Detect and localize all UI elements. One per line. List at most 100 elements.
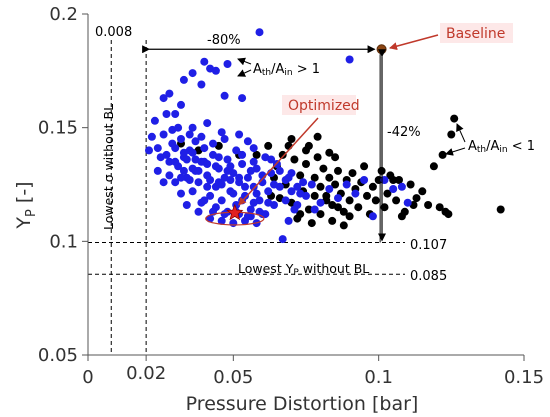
point-ratio-gt-1	[185, 130, 194, 139]
ratio-gt-1-label: Ath/Ain > 1	[253, 62, 320, 78]
point-ratio-gt-1	[229, 189, 238, 198]
point-ratio-gt-1	[179, 75, 188, 84]
point-ratio-gt-1	[243, 173, 252, 182]
point-ratio-lt-1	[325, 148, 334, 157]
point-ratio-gt-1	[174, 123, 183, 132]
point-ratio-lt-1	[395, 176, 403, 184]
optimized-arrow	[238, 117, 319, 206]
point-ratio-gt-1	[200, 57, 209, 66]
point-ratio-gt-1	[206, 191, 215, 200]
pct-42-label: -42%	[387, 125, 421, 140]
point-ratio-gt-1	[293, 182, 302, 191]
point-ratio-gt-1	[249, 157, 258, 166]
point-ratio-gt-1	[177, 189, 185, 198]
point-ratio-gt-1	[397, 182, 406, 191]
point-ratio-gt-1	[255, 28, 264, 37]
point-ratio-gt-1	[307, 180, 316, 189]
point-ratio-gt-1	[235, 173, 244, 182]
point-ratio-lt-1	[397, 212, 406, 221]
point-ratio-gt-1	[229, 219, 238, 228]
point-ratio-gt-1	[249, 198, 258, 207]
point-ratio-gt-1	[238, 94, 247, 103]
point-ratio-gt-1	[145, 146, 153, 155]
point-ratio-gt-1	[270, 180, 278, 189]
point-ratio-lt-1	[339, 207, 348, 216]
point-ratio-gt-1	[153, 166, 162, 175]
point-ratio-gt-1	[194, 207, 203, 216]
point-ratio-lt-1	[389, 176, 398, 184]
point-ratio-gt-1	[179, 148, 188, 157]
point-ratio-gt-1	[200, 144, 209, 153]
data-points	[145, 28, 505, 244]
point-ratio-gt-1	[203, 160, 212, 168]
x-tick-label: 0.1	[364, 367, 393, 388]
point-ratio-gt-1	[226, 162, 235, 171]
y-tick-label: 0.05	[38, 345, 78, 366]
point-ratio-lt-1	[435, 203, 444, 212]
baseline-label: Baseline	[446, 26, 505, 42]
pct-80-label: -80%	[207, 33, 241, 48]
point-ratio-gt-1	[165, 89, 174, 98]
point-ratio-lt-1	[278, 150, 287, 159]
point-ratio-gt-1	[296, 189, 305, 198]
ratio-gt-1-arrow-1	[237, 57, 252, 66]
lowest-sigma-label: Lowest σ without BL	[101, 104, 116, 230]
point-ratio-gt-1	[171, 157, 180, 166]
point-ratio-gt-1	[191, 137, 200, 146]
point-ratio-lt-1	[339, 221, 348, 230]
point-ratio-lt-1	[360, 162, 369, 171]
baseline-arrow	[389, 34, 439, 51]
y-axis-title: YP [-]	[13, 181, 39, 229]
point-ratio-gt-1	[220, 210, 229, 219]
point-ratio-lt-1	[334, 203, 342, 212]
point-ratio-lt-1	[438, 150, 447, 159]
point-ratio-gt-1	[334, 194, 342, 203]
lowest-yp-label: Lowest YP without BL	[238, 261, 369, 278]
x-tick-label: 0.05	[213, 367, 253, 388]
point-ratio-lt-1	[319, 164, 328, 173]
point-ratio-gt-1	[194, 178, 203, 187]
point-ratio-gt-1	[211, 66, 220, 75]
point-ratio-gt-1	[267, 155, 276, 164]
optimized-label-bg	[282, 95, 356, 115]
point-ratio-lt-1	[290, 155, 299, 164]
point-ratio-lt-1	[348, 169, 357, 178]
point-ratio-gt-1	[217, 216, 226, 225]
point-ratio-gt-1	[177, 135, 185, 143]
x-tick-label: 0.02	[126, 363, 166, 384]
point-ratio-lt-1	[447, 130, 456, 139]
point-ratio-lt-1	[334, 166, 342, 175]
x-axis-title: Pressure Distortion [bar]	[186, 393, 419, 415]
point-ratio-lt-1	[252, 150, 261, 159]
point-ratio-gt-1	[182, 155, 191, 164]
point-ratio-lt-1	[424, 201, 433, 209]
v-0008-label: 0.008	[95, 25, 132, 40]
point-ratio-gt-1	[171, 178, 180, 187]
point-ratio-lt-1	[310, 173, 319, 182]
point-ratio-gt-1	[159, 130, 168, 139]
point-ratio-lt-1	[363, 191, 371, 200]
point-ratio-lt-1	[307, 219, 316, 228]
point-ratio-lt-1	[310, 191, 319, 200]
point-ratio-gt-1	[284, 173, 293, 182]
point-ratio-lt-1	[406, 180, 415, 189]
point-ratio-lt-1	[354, 203, 363, 212]
point-ratio-gt-1	[249, 144, 258, 153]
point-ratio-lt-1	[316, 182, 325, 191]
point-ratio-gt-1	[310, 205, 319, 214]
point-ratio-gt-1	[188, 187, 197, 196]
point-ratio-gt-1	[342, 180, 351, 189]
point-ratio-gt-1	[171, 110, 180, 118]
point-ratio-lt-1	[450, 114, 459, 123]
ratio-lt-1-arrow-2	[445, 147, 466, 156]
point-ratio-lt-1	[284, 141, 293, 150]
point-ratio-gt-1	[278, 235, 287, 244]
point-ratio-gt-1	[232, 146, 241, 155]
point-ratio-gt-1	[345, 55, 354, 64]
point-ratio-gt-1	[177, 100, 185, 109]
y-ticks: 0.05 0.1 0.15 0.2	[38, 4, 88, 366]
point-ratio-gt-1	[165, 171, 174, 180]
point-ratio-gt-1	[182, 201, 191, 209]
point-ratio-gt-1	[147, 132, 156, 141]
point-ratio-gt-1	[217, 196, 226, 205]
